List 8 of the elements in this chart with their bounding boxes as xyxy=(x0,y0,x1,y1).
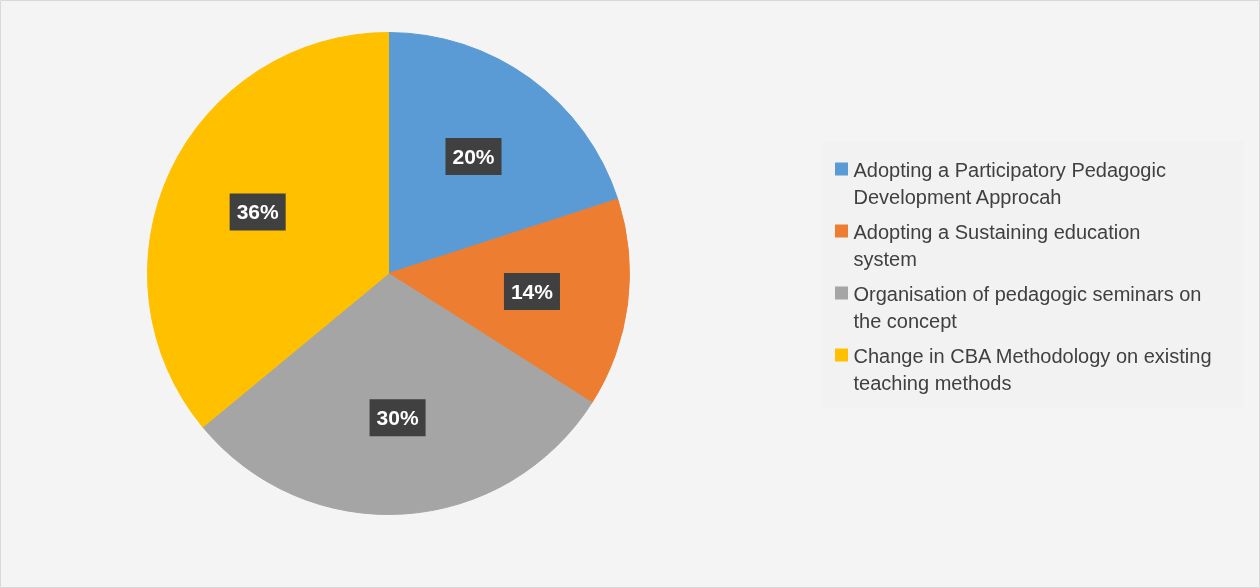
legend-label: Organisation of pedagogic seminars on the concept xyxy=(853,282,1202,332)
data-label: 20% xyxy=(452,145,495,169)
data-label: 30% xyxy=(376,406,419,430)
data-label: 14% xyxy=(510,280,554,304)
legend-label: Change in CBA Methodology on existing teaching methods xyxy=(853,344,1212,394)
legend-label: Adopting a Participatory Pedagogic Development Approcah xyxy=(853,158,1166,208)
data-label: 36% xyxy=(236,200,280,224)
legend-label: Adopting a Sustaining education system xyxy=(853,220,1141,270)
